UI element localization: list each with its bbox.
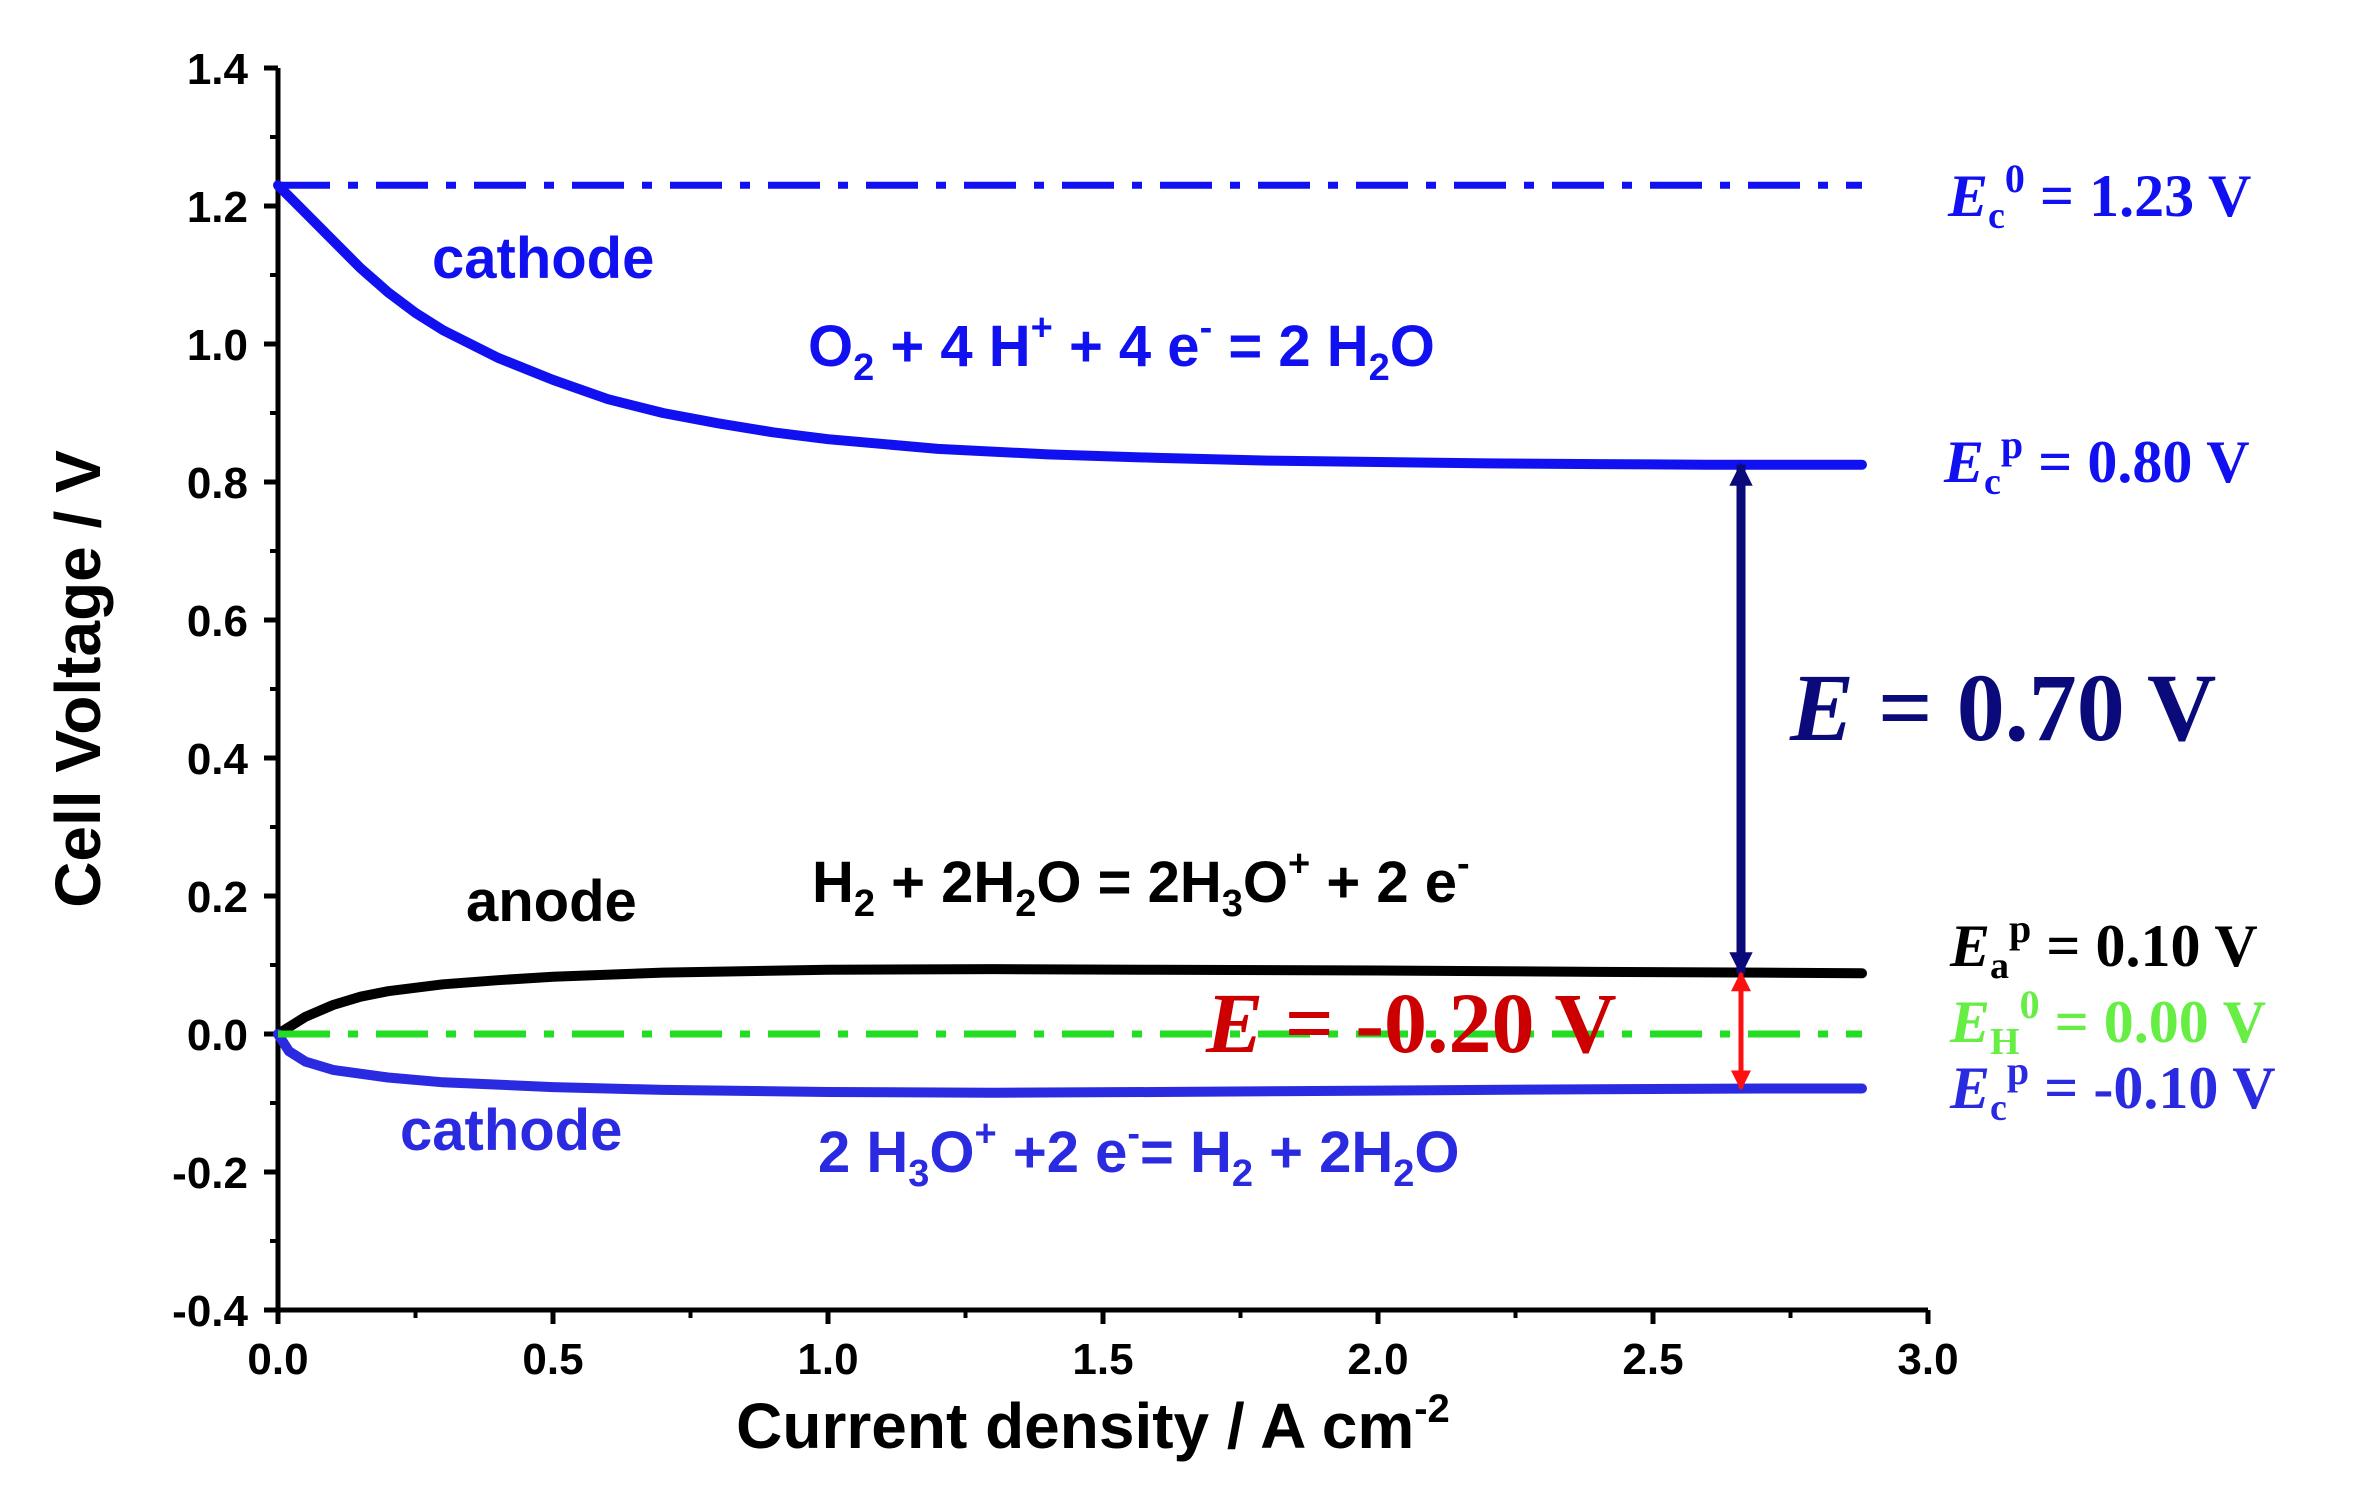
x-axis-title: Current density / A cm-2 <box>736 1387 1450 1462</box>
label-ec0: Ec0 = 1.23 V <box>1947 156 2251 237</box>
axes: -0.4 -0.2 0.0 0.2 0.4 0.6 0.8 1.0 1.2 1.4 0.0 0.5 1… <box>172 45 1958 1384</box>
series-line-2 <box>273 1029 1867 1098</box>
label-eap: Eap = 0.10 V <box>1949 906 2258 987</box>
x-ticks: 0.0 0.5 1.0 1.5 2.0 2.5 3.0 <box>247 1310 1959 1384</box>
y-tick-label: 0.0 <box>187 1011 248 1060</box>
x-tick-label: 3.0 <box>1897 1335 1958 1384</box>
x-tick-label: 1.5 <box>1072 1335 1133 1384</box>
series-line-1 <box>273 964 1867 1039</box>
label-cathode-bottom: cathode <box>400 1098 622 1163</box>
x-tick-label: 2.0 <box>1347 1335 1408 1384</box>
label-anode: anode <box>466 869 637 934</box>
series-group <box>273 180 1867 1098</box>
y-tick-label: -0.2 <box>172 1149 248 1198</box>
reaction-h2-oxidation: H2 + 2H2O = 2H3O+ + 2 e- <box>812 843 1470 925</box>
x-tick-label: 0.0 <box>247 1335 308 1384</box>
y-tick-label: 0.4 <box>187 735 249 784</box>
label-e-main: E = 0.70 V <box>1789 654 2216 761</box>
label-ecp-bottom: Ecp = -0.10 V <box>1949 1048 2276 1129</box>
annotations: cathode cathode anode O2 + 4 H+ + 4 e- =… <box>400 156 2276 1195</box>
label-e-small: E = -0.20 V <box>1205 975 1617 1071</box>
x-tick-label: 0.5 <box>522 1335 583 1384</box>
y-tick-label: 0.6 <box>187 597 248 646</box>
y-tick-label: 1.0 <box>187 321 248 370</box>
label-ecp-top: Ecp = 0.80 V <box>1943 422 2250 503</box>
x-tick-label: 1.0 <box>797 1335 858 1384</box>
reaction-h3o-reduction: 2 H3O+ +2 e-= H2 + 2H2O <box>818 1113 1460 1195</box>
label-eh0: EH0 = 0.00 V <box>1949 982 2266 1063</box>
x-tick-label: 2.5 <box>1622 1335 1683 1384</box>
y-tick-label: -0.4 <box>172 1287 248 1336</box>
series-line-0 <box>273 180 1867 470</box>
y-tick-label: 1.4 <box>187 45 249 94</box>
y-tick-label: 0.2 <box>187 873 248 922</box>
label-cathode-top: cathode <box>432 226 654 291</box>
reaction-o2-reduction: O2 + 4 H+ + 4 e- = 2 H2O <box>808 307 1435 389</box>
y-axis-title: Cell Voltage / V <box>42 450 114 908</box>
y-tick-label: 0.8 <box>187 459 248 508</box>
y-tick-label: 1.2 <box>187 183 248 232</box>
y-ticks: -0.4 -0.2 0.0 0.2 0.4 0.6 0.8 1.0 1.2 1.4 <box>172 45 278 1336</box>
